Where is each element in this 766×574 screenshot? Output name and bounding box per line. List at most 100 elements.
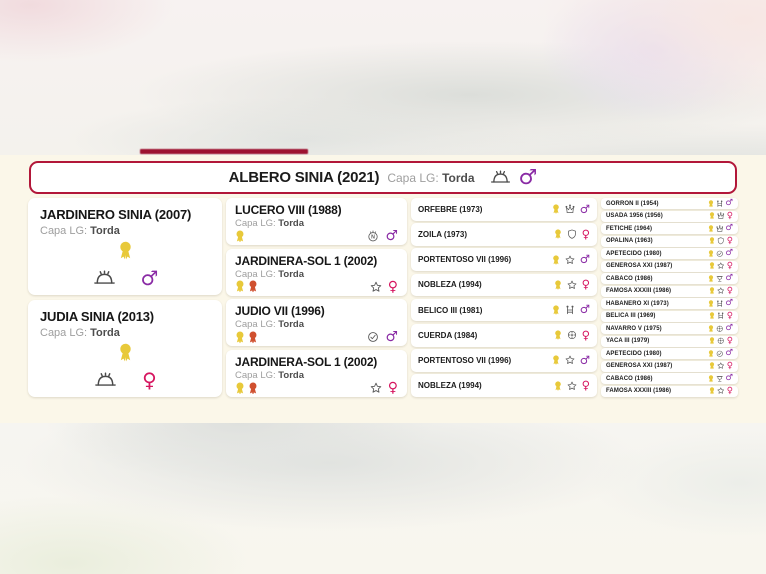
row-icons: ♀ <box>709 262 733 271</box>
pedigree-row-gen4[interactable]: GENEROSA XXI (1987) ♀ <box>601 360 738 372</box>
card-footer: ♂ <box>235 330 398 344</box>
pedigree-row-gen4[interactable]: FAMOSA XXXIII (1986) ♀ <box>601 385 738 397</box>
star-icon <box>717 387 725 395</box>
row-icons: ♀ <box>709 212 733 221</box>
pedigree-row-gen4[interactable]: CABACO (1986) ♂ <box>601 273 738 285</box>
rosette-yellow-icon <box>708 350 714 358</box>
coat-label: Capa LG: <box>235 218 276 229</box>
horse-name: APETECIDO (1980) <box>606 250 662 257</box>
horse-name: HABANERO XI (1973) <box>606 300 669 307</box>
horse-name: NOBLEZA (1994) <box>418 280 482 290</box>
coat-line: Capa LG: Torda <box>40 225 210 237</box>
rosette-yellow-icon <box>708 375 714 383</box>
row-icons: ♀ <box>554 279 590 291</box>
pedigree-card-gen2[interactable]: JARDINERA-SOL 1 (2002) Capa LG: Torda ♀ <box>226 349 407 397</box>
obstacle-icon <box>717 312 725 320</box>
coat-line: Capa LG: Torda <box>235 370 398 381</box>
pedigree-row-gen4[interactable]: GENEROSA XXI (1987) ♀ <box>601 260 738 272</box>
card-footer: N ♂ <box>235 229 398 243</box>
row-icons: ♂ <box>708 199 733 208</box>
male-symbol-icon: ♂ <box>725 348 733 359</box>
pedigree-row-gen4[interactable]: YACA III (1979) ♀ <box>601 335 738 347</box>
pedigree-row-gen3[interactable]: ORFEBRE (1973) ♂ <box>411 198 597 221</box>
badge-icons: N ♂ <box>367 229 398 243</box>
pedigree-card-gen2[interactable]: JUDIO VII (1996) Capa LG: Torda ♂ <box>226 299 407 347</box>
horse-name: JARDINERO SINIA (2007) <box>40 207 192 222</box>
pedigree-row-gen4[interactable]: HABANERO XI (1973) ♂ <box>601 298 738 310</box>
coat-label: Capa LG: <box>235 319 276 331</box>
female-symbol-icon: ♀ <box>726 335 733 346</box>
female-symbol-icon: ♀ <box>726 360 733 371</box>
horse-name: GORRON II (1954) <box>606 200 659 207</box>
pedigree-row-gen4[interactable]: FETICHE (1964) ♂ <box>601 223 738 235</box>
card-footer: ♀ <box>235 381 398 395</box>
pedigree-row-gen4[interactable]: NAVARRO V (1975) ♂ <box>601 323 738 335</box>
subject-coat: Capa LG: Torda <box>387 171 474 185</box>
pedigree-row-gen4[interactable]: APETECIDO (1980) ♂ <box>601 248 738 260</box>
star-icon <box>565 255 575 265</box>
rosette-yellow-icon <box>709 237 715 245</box>
pedigree-card-gen2[interactable]: LUCERO VIII (1988) Capa LG: Torda N ♂ <box>226 198 407 245</box>
row-icons: ♀ <box>709 362 733 371</box>
pedigree-row-gen3[interactable]: PORTENTOSO VII (1996) ♂ <box>411 248 597 271</box>
coat-line: Capa LG: Torda <box>235 319 398 330</box>
coat-label: Capa LG: <box>40 225 88 237</box>
helmet-icon <box>489 170 512 184</box>
horse-name: PORTENTOSO VII (1996) <box>418 355 512 365</box>
coat-value: Torda <box>87 327 120 339</box>
trophy-icon <box>716 275 724 283</box>
pedigree-card-gen1[interactable]: JARDINERO SINIA (2007) Capa LG: Torda ♂ <box>28 198 222 295</box>
pedigree-row-gen3[interactable]: PORTENTOSO VII (1996) ♂ <box>411 349 597 372</box>
pedigree-row-gen4[interactable]: CABACO (1986) ♂ <box>601 373 738 385</box>
pedigree-row-gen4[interactable]: GORRON II (1954) ♂ <box>601 198 738 210</box>
horse-name: ZOILA (1973) <box>418 229 468 239</box>
row-icons: ♂ <box>708 299 733 308</box>
row-icons: ♂ <box>552 253 590 266</box>
pedigree-row-gen4[interactable]: OPALINA (1963) ♀ <box>601 235 738 247</box>
pedigree-row-gen4[interactable]: BELICA III (1969) ♀ <box>601 310 738 322</box>
wheel-icon <box>716 325 724 333</box>
coat-value: Torda <box>275 319 304 331</box>
pedigree-row-gen3[interactable]: NOBLEZA (1994) ♀ <box>411 374 597 397</box>
coat-line: Capa LG: Torda <box>235 269 398 280</box>
pedigree-card-gen2[interactable]: JARDINERA-SOL 1 (2002) Capa LG: Torda ♀ <box>226 248 407 296</box>
female-symbol-icon: ♀ <box>387 379 398 396</box>
rosette-yellow-icon <box>708 300 714 308</box>
pedigree-row-gen3[interactable]: BELICO III (1981) ♂ <box>411 298 597 322</box>
pedigree-row-gen4[interactable]: APETECIDO (1980) ♂ <box>601 348 738 360</box>
helmet-icon <box>93 372 118 388</box>
horse-name: JARDINERA-SOL 1 (2002) <box>235 354 378 369</box>
horse-name: GENEROSA XXI (1987) <box>606 363 673 370</box>
award-icons <box>235 382 258 395</box>
wheel-icon <box>717 337 725 345</box>
horse-name: NOBLEZA (1994) <box>418 381 482 391</box>
trophy-icon <box>716 375 724 383</box>
pedigree-row-gen4[interactable]: FAMOSA XXXIII (1986) ♀ <box>601 285 738 297</box>
coat-label: Capa LG: <box>40 327 88 339</box>
female-symbol-icon: ♀ <box>581 226 590 241</box>
female-symbol-icon: ♀ <box>726 210 733 221</box>
male-symbol-icon: ♂ <box>725 298 733 309</box>
rosette-yellow-icon <box>708 200 714 208</box>
horse-name: CABACO (1986) <box>606 275 653 282</box>
horse-name: BELICO III (1981) <box>418 305 483 315</box>
crown-icon <box>716 225 724 233</box>
row-icons: ♂ <box>708 324 733 333</box>
female-symbol-icon: ♀ <box>387 278 398 295</box>
pedigree-row-gen4[interactable]: USADA 1956 (1956) ♀ <box>601 210 738 222</box>
coat-value: Torda <box>87 225 120 237</box>
pedigree-row-gen3[interactable]: NOBLEZA (1994) ♀ <box>411 273 597 297</box>
badge-icons: ♂ <box>367 330 398 344</box>
pedigree-row-gen3[interactable]: CUERDA (1984) ♀ <box>411 324 597 347</box>
award-icons <box>40 343 210 362</box>
rosette-yellow-icon <box>709 362 715 370</box>
female-symbol-icon: ♀ <box>581 277 590 292</box>
male-symbol-icon: ♂ <box>518 165 538 189</box>
female-symbol-icon: ♀ <box>726 260 733 271</box>
subject-horse-card[interactable]: ALBERO SINIA (2021) Capa LG: Torda ♂ <box>29 161 737 194</box>
rosette-yellow-icon <box>709 212 715 220</box>
rosette-yellow-icon <box>235 382 245 395</box>
pedigree-card-gen1[interactable]: JUDIA SINIA (2013) Capa LG: Torda ♀ <box>28 300 222 397</box>
pedigree-row-gen3[interactable]: ZOILA (1973) ♀ <box>411 223 597 246</box>
generation-4-column: GORRON II (1954) ♂ USADA 1956 (1956) ♀ FETIC… <box>601 198 738 397</box>
